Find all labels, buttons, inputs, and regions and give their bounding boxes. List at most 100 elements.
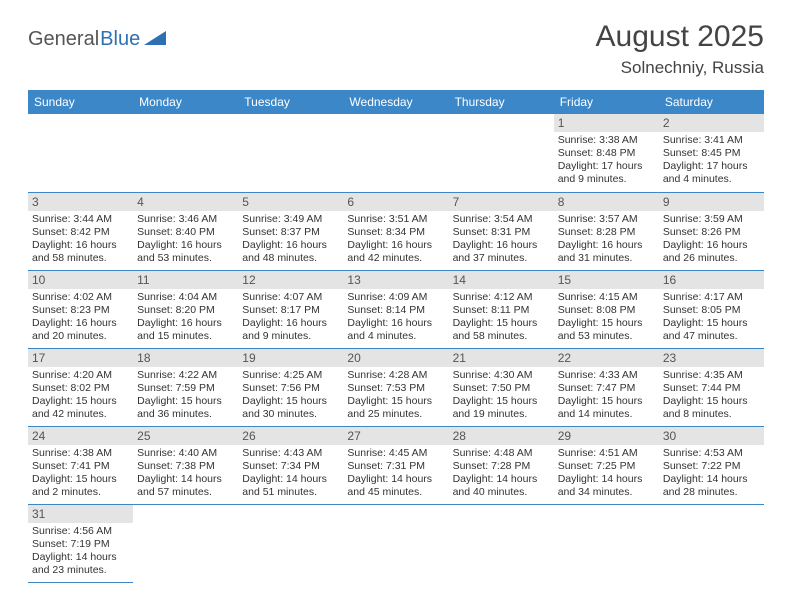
day-number: 24 — [28, 427, 133, 445]
day-info: Sunrise: 4:09 AMSunset: 8:14 PMDaylight:… — [347, 291, 444, 344]
calendar-cell: 16 Sunrise: 4:17 AMSunset: 8:05 PMDayligh… — [659, 270, 764, 348]
column-header: Thursday — [449, 90, 554, 114]
day-info: Sunrise: 4:43 AMSunset: 7:34 PMDaylight:… — [242, 447, 339, 500]
brand-part2: Blue — [100, 28, 140, 51]
day-number: 21 — [449, 349, 554, 367]
day-info: Sunrise: 4:28 AMSunset: 7:53 PMDaylight:… — [347, 369, 444, 422]
calendar-header-row: SundayMondayTuesdayWednesdayThursdayFrid… — [28, 90, 764, 114]
calendar-cell — [28, 114, 133, 192]
day-number: 8 — [554, 193, 659, 211]
calendar-cell — [238, 504, 343, 582]
column-header: Monday — [133, 90, 238, 114]
day-info: Sunrise: 3:41 AMSunset: 8:45 PMDaylight:… — [663, 134, 760, 187]
calendar-cell: 25 Sunrise: 4:40 AMSunset: 7:38 PMDayligh… — [133, 426, 238, 504]
calendar-cell: 6Sunrise: 3:51 AMSunset: 8:34 PMDaylight… — [343, 192, 448, 270]
day-number: 26 — [238, 427, 343, 445]
day-number: 7 — [449, 193, 554, 211]
calendar-cell: 8 Sunrise: 3:57 AMSunset: 8:28 PMDaylight… — [554, 192, 659, 270]
calendar-week: 31 Sunrise: 4:56 AMSunset: 7:19 PMDayligh… — [28, 504, 764, 582]
calendar-cell — [554, 504, 659, 582]
day-number: 30 — [659, 427, 764, 445]
day-number: 27 — [343, 427, 448, 445]
calendar-cell: 21 Sunrise: 4:30 AMSunset: 7:50 PMDayligh… — [449, 348, 554, 426]
day-info: Sunrise: 4:51 AMSunset: 7:25 PMDaylight:… — [558, 447, 655, 500]
calendar-cell: 1 Sunrise: 3:38 AMSunset: 8:48 PMDaylight… — [554, 114, 659, 192]
calendar-cell: 19Sunrise: 4:25 AMSunset: 7:56 PMDayligh… — [238, 348, 343, 426]
calendar-cell: 18 Sunrise: 4:22 AMSunset: 7:59 PMDayligh… — [133, 348, 238, 426]
column-header: Friday — [554, 90, 659, 114]
day-info: Sunrise: 4:07 AMSunset: 8:17 PMDaylight:… — [242, 291, 339, 344]
day-number: 1 — [554, 114, 659, 132]
day-number: 23 — [659, 349, 764, 367]
calendar-cell: 3 Sunrise: 3:44 AMSunset: 8:42 PMDaylight… — [28, 192, 133, 270]
day-number: 4 — [133, 193, 238, 211]
calendar-cell: 30 Sunrise: 4:53 AMSunset: 7:22 PMDayligh… — [659, 426, 764, 504]
day-number: 3 — [28, 193, 133, 211]
title-block: August 2025 Solnechniy, Russia — [596, 20, 764, 78]
calendar-cell: 5 Sunrise: 3:49 AMSunset: 8:37 PMDaylight… — [238, 192, 343, 270]
day-info: Sunrise: 4:22 AMSunset: 7:59 PMDaylight:… — [137, 369, 234, 422]
header: General Blue August 2025 Solnechniy, Rus… — [28, 20, 764, 78]
day-info: Sunrise: 4:40 AMSunset: 7:38 PMDaylight:… — [137, 447, 234, 500]
calendar-cell — [238, 114, 343, 192]
calendar-cell: 4 Sunrise: 3:46 AMSunset: 8:40 PMDaylight… — [133, 192, 238, 270]
calendar-cell — [659, 504, 764, 582]
day-number: 15 — [554, 271, 659, 289]
calendar-cell: 10 Sunrise: 4:02 AMSunset: 8:23 PMDayligh… — [28, 270, 133, 348]
calendar-cell — [133, 504, 238, 582]
day-info: Sunrise: 4:53 AMSunset: 7:22 PMDaylight:… — [663, 447, 760, 500]
day-info: Sunrise: 4:17 AMSunset: 8:05 PMDaylight:… — [663, 291, 760, 344]
day-info: Sunrise: 4:45 AMSunset: 7:31 PMDaylight:… — [347, 447, 444, 500]
calendar-cell: 13Sunrise: 4:09 AMSunset: 8:14 PMDayligh… — [343, 270, 448, 348]
day-number: 2 — [659, 114, 764, 132]
calendar-cell — [449, 504, 554, 582]
day-number: 5 — [238, 193, 343, 211]
day-number: 20 — [343, 349, 448, 367]
day-number: 29 — [554, 427, 659, 445]
day-info: Sunrise: 3:38 AMSunset: 8:48 PMDaylight:… — [558, 134, 655, 187]
day-info: Sunrise: 3:59 AMSunset: 8:26 PMDaylight:… — [663, 213, 760, 266]
day-number: 31 — [28, 505, 133, 523]
location: Solnechniy, Russia — [596, 58, 764, 78]
day-info: Sunrise: 4:04 AMSunset: 8:20 PMDaylight:… — [137, 291, 234, 344]
calendar-cell: 29 Sunrise: 4:51 AMSunset: 7:25 PMDayligh… — [554, 426, 659, 504]
calendar-cell: 28Sunrise: 4:48 AMSunset: 7:28 PMDayligh… — [449, 426, 554, 504]
day-info: Sunrise: 4:02 AMSunset: 8:23 PMDaylight:… — [32, 291, 129, 344]
calendar-cell — [343, 114, 448, 192]
day-number: 6 — [343, 193, 448, 211]
calendar-cell: 26 Sunrise: 4:43 AMSunset: 7:34 PMDayligh… — [238, 426, 343, 504]
day-number: 11 — [133, 271, 238, 289]
calendar-week: 1 Sunrise: 3:38 AMSunset: 8:48 PMDaylight… — [28, 114, 764, 192]
day-info: Sunrise: 3:54 AMSunset: 8:31 PMDaylight:… — [453, 213, 550, 266]
calendar-week: 24Sunrise: 4:38 AMSunset: 7:41 PMDayligh… — [28, 426, 764, 504]
calendar-cell — [343, 504, 448, 582]
day-number: 18 — [133, 349, 238, 367]
month-title: August 2025 — [596, 20, 764, 54]
day-number: 14 — [449, 271, 554, 289]
calendar-table: SundayMondayTuesdayWednesdayThursdayFrid… — [28, 90, 764, 583]
calendar-cell: 24Sunrise: 4:38 AMSunset: 7:41 PMDayligh… — [28, 426, 133, 504]
day-info: Sunrise: 3:46 AMSunset: 8:40 PMDaylight:… — [137, 213, 234, 266]
day-info: Sunrise: 3:49 AMSunset: 8:37 PMDaylight:… — [242, 213, 339, 266]
calendar-cell: 17 Sunrise: 4:20 AMSunset: 8:02 PMDayligh… — [28, 348, 133, 426]
day-info: Sunrise: 4:56 AMSunset: 7:19 PMDaylight:… — [32, 525, 129, 578]
calendar-week: 17 Sunrise: 4:20 AMSunset: 8:02 PMDayligh… — [28, 348, 764, 426]
day-number: 16 — [659, 271, 764, 289]
calendar-cell: 9 Sunrise: 3:59 AMSunset: 8:26 PMDaylight… — [659, 192, 764, 270]
brand-part1: General — [28, 28, 99, 51]
day-info: Sunrise: 4:15 AMSunset: 8:08 PMDaylight:… — [558, 291, 655, 344]
day-info: Sunrise: 3:44 AMSunset: 8:42 PMDaylight:… — [32, 213, 129, 266]
day-number: 10 — [28, 271, 133, 289]
column-header: Saturday — [659, 90, 764, 114]
day-info: Sunrise: 4:30 AMSunset: 7:50 PMDaylight:… — [453, 369, 550, 422]
day-number: 17 — [28, 349, 133, 367]
calendar-cell — [133, 114, 238, 192]
calendar-cell: 22Sunrise: 4:33 AMSunset: 7:47 PMDayligh… — [554, 348, 659, 426]
day-info: Sunrise: 3:57 AMSunset: 8:28 PMDaylight:… — [558, 213, 655, 266]
day-number: 9 — [659, 193, 764, 211]
day-number: 12 — [238, 271, 343, 289]
day-info: Sunrise: 4:20 AMSunset: 8:02 PMDaylight:… — [32, 369, 129, 422]
day-number: 25 — [133, 427, 238, 445]
calendar-week: 10 Sunrise: 4:02 AMSunset: 8:23 PMDayligh… — [28, 270, 764, 348]
day-info: Sunrise: 4:35 AMSunset: 7:44 PMDaylight:… — [663, 369, 760, 422]
